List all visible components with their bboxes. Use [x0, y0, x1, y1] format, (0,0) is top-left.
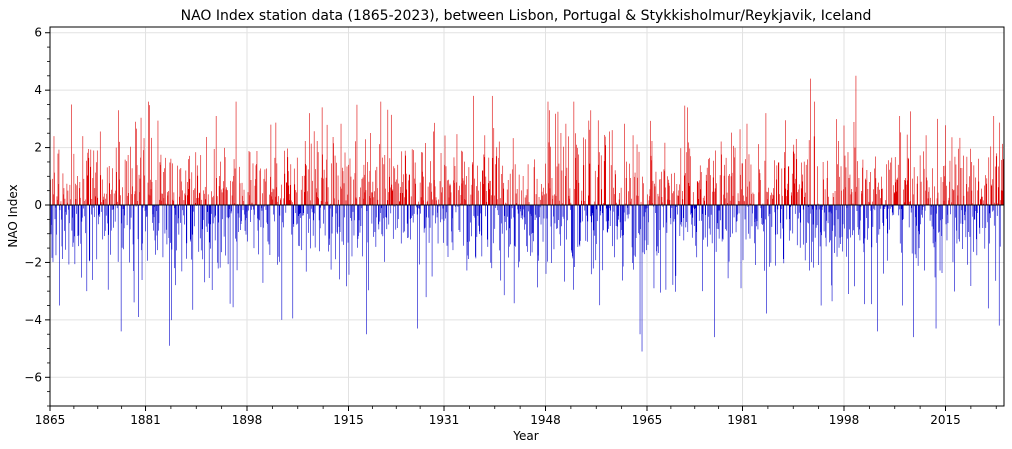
y-tick-label: −4 — [24, 313, 42, 327]
x-tick-label: 1965 — [632, 413, 663, 427]
y-tick-label: 6 — [34, 26, 42, 40]
x-tick-label: 1865 — [35, 413, 66, 427]
x-tick-label: 1998 — [829, 413, 860, 427]
y-axis-label: NAO Index — [6, 184, 20, 247]
bars — [49, 75, 1005, 352]
x-tick-label: 2015 — [930, 413, 961, 427]
y-tick-label: −6 — [24, 370, 42, 384]
y-tick-label: 2 — [34, 141, 42, 155]
y-tick-label: −2 — [24, 255, 42, 269]
x-tick-label: 1915 — [333, 413, 364, 427]
y-tick-label: 0 — [34, 198, 42, 212]
x-tick-label: 1898 — [232, 413, 263, 427]
plot-frame — [49, 26, 1005, 407]
x-tick-label: 1981 — [727, 413, 758, 427]
y-axis: −6 −4 −2 0 2 4 6 — [24, 26, 50, 407]
x-tick-label: 1948 — [530, 413, 561, 427]
chart-title: NAO Index station data (1865-2023), betw… — [181, 8, 872, 24]
x-axis: 1865 1881 1898 1915 1931 1948 1965 1981 1998 2015 — [35, 406, 997, 427]
x-axis-label: Year — [512, 429, 538, 443]
y-tick-label: 4 — [34, 83, 42, 97]
x-tick-label: 1881 — [130, 413, 161, 427]
x-tick-label: 1931 — [429, 413, 460, 427]
